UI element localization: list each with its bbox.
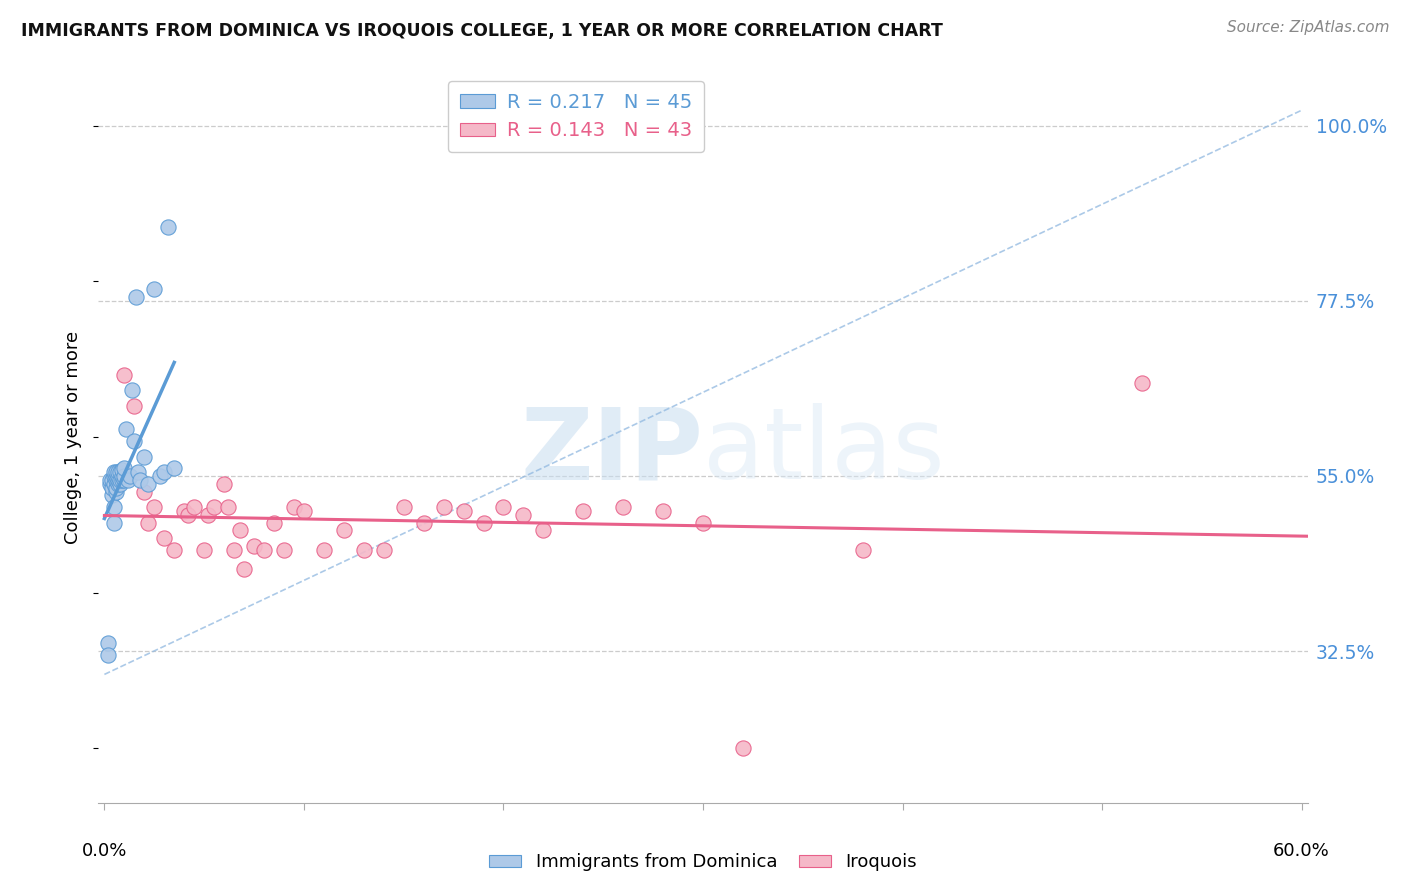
Point — [112, 473, 135, 487]
Point — [273, 542, 295, 557]
Legend: Immigrants from Dominica, Iroquois: Immigrants from Dominica, Iroquois — [481, 847, 925, 879]
Point — [127, 465, 149, 479]
Point — [129, 473, 152, 487]
Point — [492, 500, 515, 515]
Legend: R = 0.217   N = 45, R = 0.143   N = 43: R = 0.217 N = 45, R = 0.143 N = 43 — [449, 81, 703, 153]
Point — [692, 516, 714, 530]
Point — [125, 290, 148, 304]
Point — [253, 542, 276, 557]
Point — [134, 484, 156, 499]
Point — [312, 542, 335, 557]
Point — [292, 504, 315, 518]
Point — [197, 508, 219, 522]
Point — [263, 516, 285, 530]
Point — [112, 368, 135, 382]
Point — [107, 465, 129, 479]
Text: 0.0%: 0.0% — [82, 842, 127, 860]
Point — [353, 542, 375, 557]
Point — [731, 741, 754, 756]
Point — [100, 473, 122, 487]
Point — [105, 465, 128, 479]
Point — [163, 542, 186, 557]
Point — [103, 465, 125, 479]
Point — [97, 636, 120, 650]
Point — [124, 399, 146, 413]
Point — [572, 504, 595, 518]
Point — [110, 476, 132, 491]
Point — [333, 524, 356, 538]
Point — [105, 481, 128, 495]
Point — [103, 469, 125, 483]
Point — [1130, 376, 1153, 390]
Point — [101, 473, 124, 487]
Point — [224, 542, 246, 557]
Point — [373, 542, 395, 557]
Point — [134, 450, 156, 464]
Point — [193, 542, 215, 557]
Point — [233, 562, 256, 576]
Point — [243, 539, 266, 553]
Point — [472, 516, 495, 530]
Point — [100, 476, 122, 491]
Point — [217, 500, 239, 515]
Text: atlas: atlas — [703, 403, 945, 500]
Point — [433, 500, 456, 515]
Point — [153, 465, 176, 479]
Point — [121, 384, 143, 398]
Point — [183, 500, 205, 515]
Point — [163, 461, 186, 475]
Point — [105, 484, 128, 499]
Point — [112, 469, 135, 483]
Point — [173, 504, 195, 518]
Point — [136, 516, 159, 530]
Point — [512, 508, 534, 522]
Point — [136, 476, 159, 491]
Point — [103, 476, 125, 491]
Point — [124, 434, 146, 448]
Point — [212, 476, 235, 491]
Point — [120, 469, 142, 483]
Point — [453, 504, 475, 518]
Point — [97, 648, 120, 662]
Point — [283, 500, 305, 515]
Point — [111, 473, 134, 487]
Point — [202, 500, 225, 515]
Point — [111, 469, 134, 483]
Text: IMMIGRANTS FROM DOMINICA VS IROQUOIS COLLEGE, 1 YEAR OR MORE CORRELATION CHART: IMMIGRANTS FROM DOMINICA VS IROQUOIS COL… — [21, 22, 943, 40]
Point — [105, 473, 128, 487]
Point — [157, 219, 180, 234]
Point — [103, 516, 125, 530]
Point — [149, 469, 172, 483]
Text: ZIP: ZIP — [520, 403, 703, 500]
Point — [115, 422, 138, 436]
Point — [110, 465, 132, 479]
Point — [531, 524, 554, 538]
Point — [143, 500, 166, 515]
Point — [612, 500, 634, 515]
Point — [107, 473, 129, 487]
Point — [101, 481, 124, 495]
Point — [103, 500, 125, 515]
Point — [852, 542, 875, 557]
Point — [143, 282, 166, 296]
Point — [107, 469, 129, 483]
Point — [107, 476, 129, 491]
Point — [111, 463, 134, 477]
Text: Source: ZipAtlas.com: Source: ZipAtlas.com — [1226, 20, 1389, 35]
Point — [177, 508, 200, 522]
Point — [652, 504, 675, 518]
Point — [153, 531, 176, 545]
Point — [229, 524, 252, 538]
Point — [112, 461, 135, 475]
Point — [105, 469, 128, 483]
Text: 60.0%: 60.0% — [1274, 842, 1330, 860]
Point — [110, 473, 132, 487]
Point — [117, 473, 139, 487]
Point — [101, 488, 124, 502]
Point — [412, 516, 434, 530]
Y-axis label: College, 1 year or more: College, 1 year or more — [65, 331, 83, 543]
Point — [392, 500, 415, 515]
